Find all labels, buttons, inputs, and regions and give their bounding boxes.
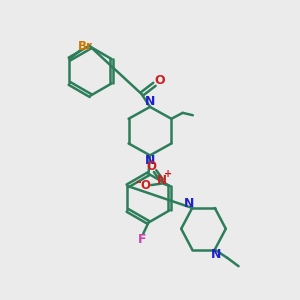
Text: N: N [145,95,155,108]
Text: N: N [157,173,166,187]
Text: O: O [154,74,165,87]
Text: O: O [146,160,157,173]
Text: +: + [164,169,172,179]
Text: F: F [138,233,146,246]
Text: N: N [211,248,221,261]
Text: Br: Br [78,40,93,53]
Text: -: - [135,175,141,189]
Text: N: N [145,154,155,167]
Text: N: N [184,197,194,210]
Text: O: O [140,178,150,192]
